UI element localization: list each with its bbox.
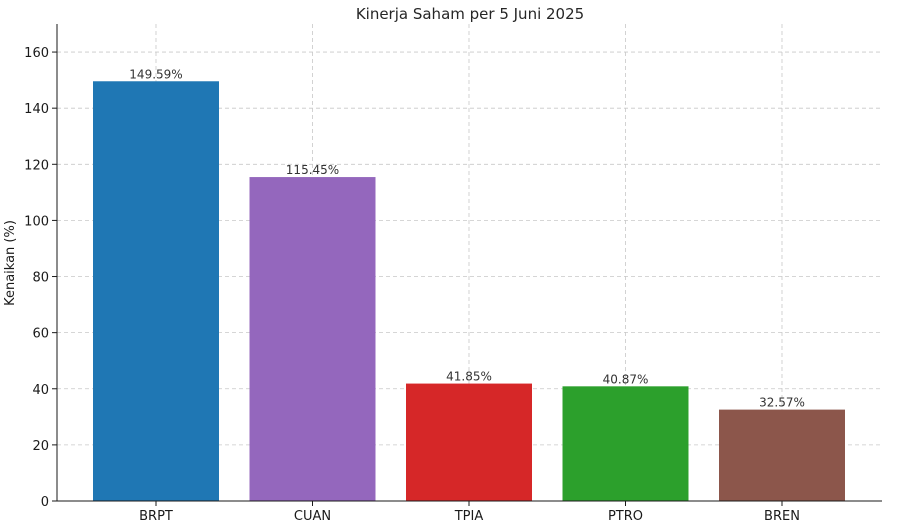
data-label-ptro: 40.87% bbox=[603, 372, 649, 386]
x-tick-label-tpia: TPIA bbox=[454, 509, 484, 524]
y-tick-label-160: 160 bbox=[24, 46, 49, 61]
bar-bren bbox=[719, 409, 845, 501]
y-tick-label-20: 20 bbox=[32, 439, 49, 454]
y-tick-label-100: 100 bbox=[24, 214, 49, 229]
y-axis-label: Kenaikan (%) bbox=[3, 220, 18, 306]
data-label-cuan: 115.45% bbox=[286, 163, 339, 177]
x-tick-label-cuan: CUAN bbox=[294, 509, 331, 524]
y-ticks: 0 20 40 60 80 100 120 140 160 bbox=[24, 46, 57, 510]
bar-tpia bbox=[406, 383, 532, 501]
x-ticks: BRPT CUAN TPIA PTRO BREN bbox=[139, 501, 800, 524]
y-tick-label-80: 80 bbox=[32, 271, 49, 286]
data-label-bren: 32.57% bbox=[759, 396, 805, 410]
chart-title: Kinerja Saham per 5 Juni 2025 bbox=[356, 5, 584, 23]
bars bbox=[93, 81, 845, 501]
x-tick-label-ptro: PTRO bbox=[608, 509, 643, 524]
y-tick-label-120: 120 bbox=[24, 158, 49, 173]
data-labels: 149.59% 115.45% 41.85% 40.87% 32.57% bbox=[129, 67, 805, 409]
data-label-tpia: 41.85% bbox=[446, 370, 492, 384]
bar-ptro bbox=[562, 386, 689, 501]
bar-cuan bbox=[249, 177, 376, 501]
y-tick-label-140: 140 bbox=[24, 102, 49, 117]
bar-brpt bbox=[93, 81, 219, 501]
y-tick-label-40: 40 bbox=[32, 383, 49, 398]
x-tick-label-bren: BREN bbox=[764, 509, 800, 524]
y-tick-label-0: 0 bbox=[41, 495, 49, 510]
y-tick-label-60: 60 bbox=[32, 327, 49, 342]
data-label-brpt: 149.59% bbox=[129, 67, 182, 81]
x-tick-label-brpt: BRPT bbox=[139, 509, 173, 524]
